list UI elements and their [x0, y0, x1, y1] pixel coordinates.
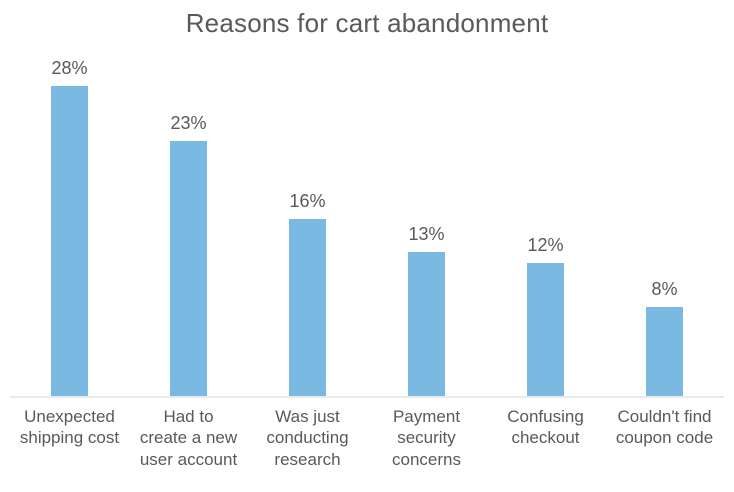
bar-column: 8%	[605, 279, 724, 396]
bar	[51, 86, 88, 396]
bar-column: 12%	[486, 235, 605, 396]
bar-value-label: 23%	[170, 113, 207, 133]
bar-value-label: 28%	[51, 58, 88, 78]
category-label: Couldn't find coupon code	[615, 407, 714, 448]
chart-title: Reasons for cart abandonment	[185, 8, 549, 38]
category-label: Unexpected shipping cost	[19, 407, 120, 448]
bar-value-label: 13%	[408, 224, 445, 244]
bar-value-label: 8%	[651, 279, 678, 299]
bar-column: 23%	[129, 113, 248, 396]
bar	[527, 263, 564, 396]
bar-column: 13%	[367, 224, 486, 396]
plot-area: 28% 23% 16% 13% 12% 8%	[10, 0, 724, 398]
bar-column: 16%	[248, 191, 367, 396]
category-label: Payment security concerns	[392, 407, 461, 469]
bar-column: 28%	[10, 58, 129, 396]
x-axis-labels: Unexpected shipping cost Had to create a…	[10, 406, 724, 470]
bar	[646, 307, 683, 396]
category-label: Was just conducting research	[266, 407, 349, 469]
bar	[289, 219, 326, 396]
bar-value-label: 12%	[527, 235, 564, 255]
bar-value-label: 16%	[289, 191, 326, 211]
bar	[408, 252, 445, 396]
bar	[170, 141, 207, 396]
category-label: Confusing checkout	[507, 407, 584, 448]
category-label: Had to create a new user account	[139, 407, 238, 469]
